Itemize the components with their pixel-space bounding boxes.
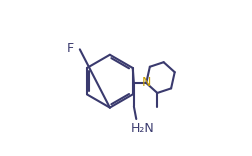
Text: N: N (141, 76, 150, 90)
Text: H₂N: H₂N (131, 122, 154, 134)
Text: F: F (67, 42, 74, 56)
